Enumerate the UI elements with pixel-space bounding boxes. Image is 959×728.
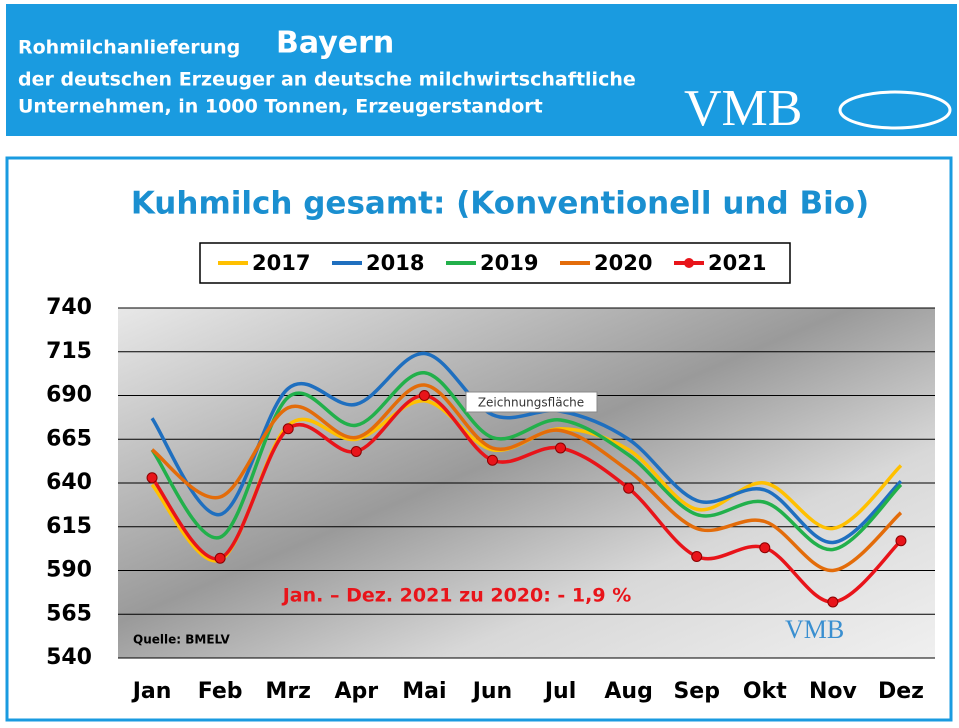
x-tick-label: Mai (402, 679, 446, 704)
point (759, 542, 771, 554)
y-tick-label: 740 (46, 295, 92, 320)
point (827, 596, 839, 608)
header-title: Rohmilchanlieferung (18, 37, 240, 59)
point (555, 442, 567, 454)
y-tick-label: 540 (46, 645, 92, 670)
legend-marker (684, 258, 694, 268)
x-tick-label: Okt (743, 679, 787, 704)
point (146, 472, 158, 484)
x-tick-label: Jan (131, 679, 172, 704)
point (418, 390, 430, 401)
point (486, 454, 498, 466)
header-line: Unternehmen, in 1000 Tonnen, Erzeugersta… (18, 96, 543, 118)
y-tick-label: 690 (46, 383, 92, 408)
watermark: VMB (785, 615, 844, 644)
tooltip-box (465, 391, 598, 413)
header-line: der deutschen Erzeuger an deutsche milch… (18, 69, 636, 91)
point (350, 446, 362, 457)
header-logo: VMB (684, 80, 802, 137)
y-tick-label: 590 (46, 558, 92, 583)
y-tick-label: 640 (46, 470, 92, 495)
point (895, 535, 907, 547)
header-region: Bayern (276, 26, 394, 61)
tooltip: Zeichnungsfläche (478, 396, 584, 410)
point (214, 552, 226, 564)
x-tick-label: Dez (878, 679, 924, 704)
point (691, 551, 703, 562)
x-tick-label: Sep (673, 679, 720, 704)
point (623, 482, 635, 494)
y-tick-label: 565 (46, 601, 92, 626)
x-tick-label: Mrz (265, 679, 311, 704)
point (282, 423, 294, 435)
series-line (150, 371, 903, 552)
y-tick-label: 715 (46, 339, 92, 364)
x-tick-label: Aug (604, 679, 652, 704)
x-tick-label: Jun (471, 679, 513, 704)
legend-label: 2020 (594, 251, 652, 275)
x-tick-label: Jul (543, 679, 576, 704)
series-line (150, 383, 903, 573)
logo-swirl (838, 90, 952, 130)
legend-label: 2019 (480, 251, 538, 275)
legend-label: 2017 (252, 251, 310, 275)
chart-title: Kuhmilch gesamt: (Konventionell und Bio) (131, 186, 869, 222)
legend-label: 2018 (366, 251, 424, 275)
x-tick-label: Feb (198, 679, 243, 704)
legend-label: 2021 (708, 251, 766, 275)
header-band (6, 4, 957, 136)
y-tick-label: 665 (46, 426, 92, 451)
y-tick-label: 615 (46, 514, 92, 539)
x-tick-label: Apr (334, 679, 378, 704)
annotation: Jan. – Dez. 2021 zu 2020: - 1,9 % (281, 585, 632, 607)
x-tick-label: Nov (809, 679, 858, 704)
source: Quelle: BMELV (133, 633, 231, 647)
